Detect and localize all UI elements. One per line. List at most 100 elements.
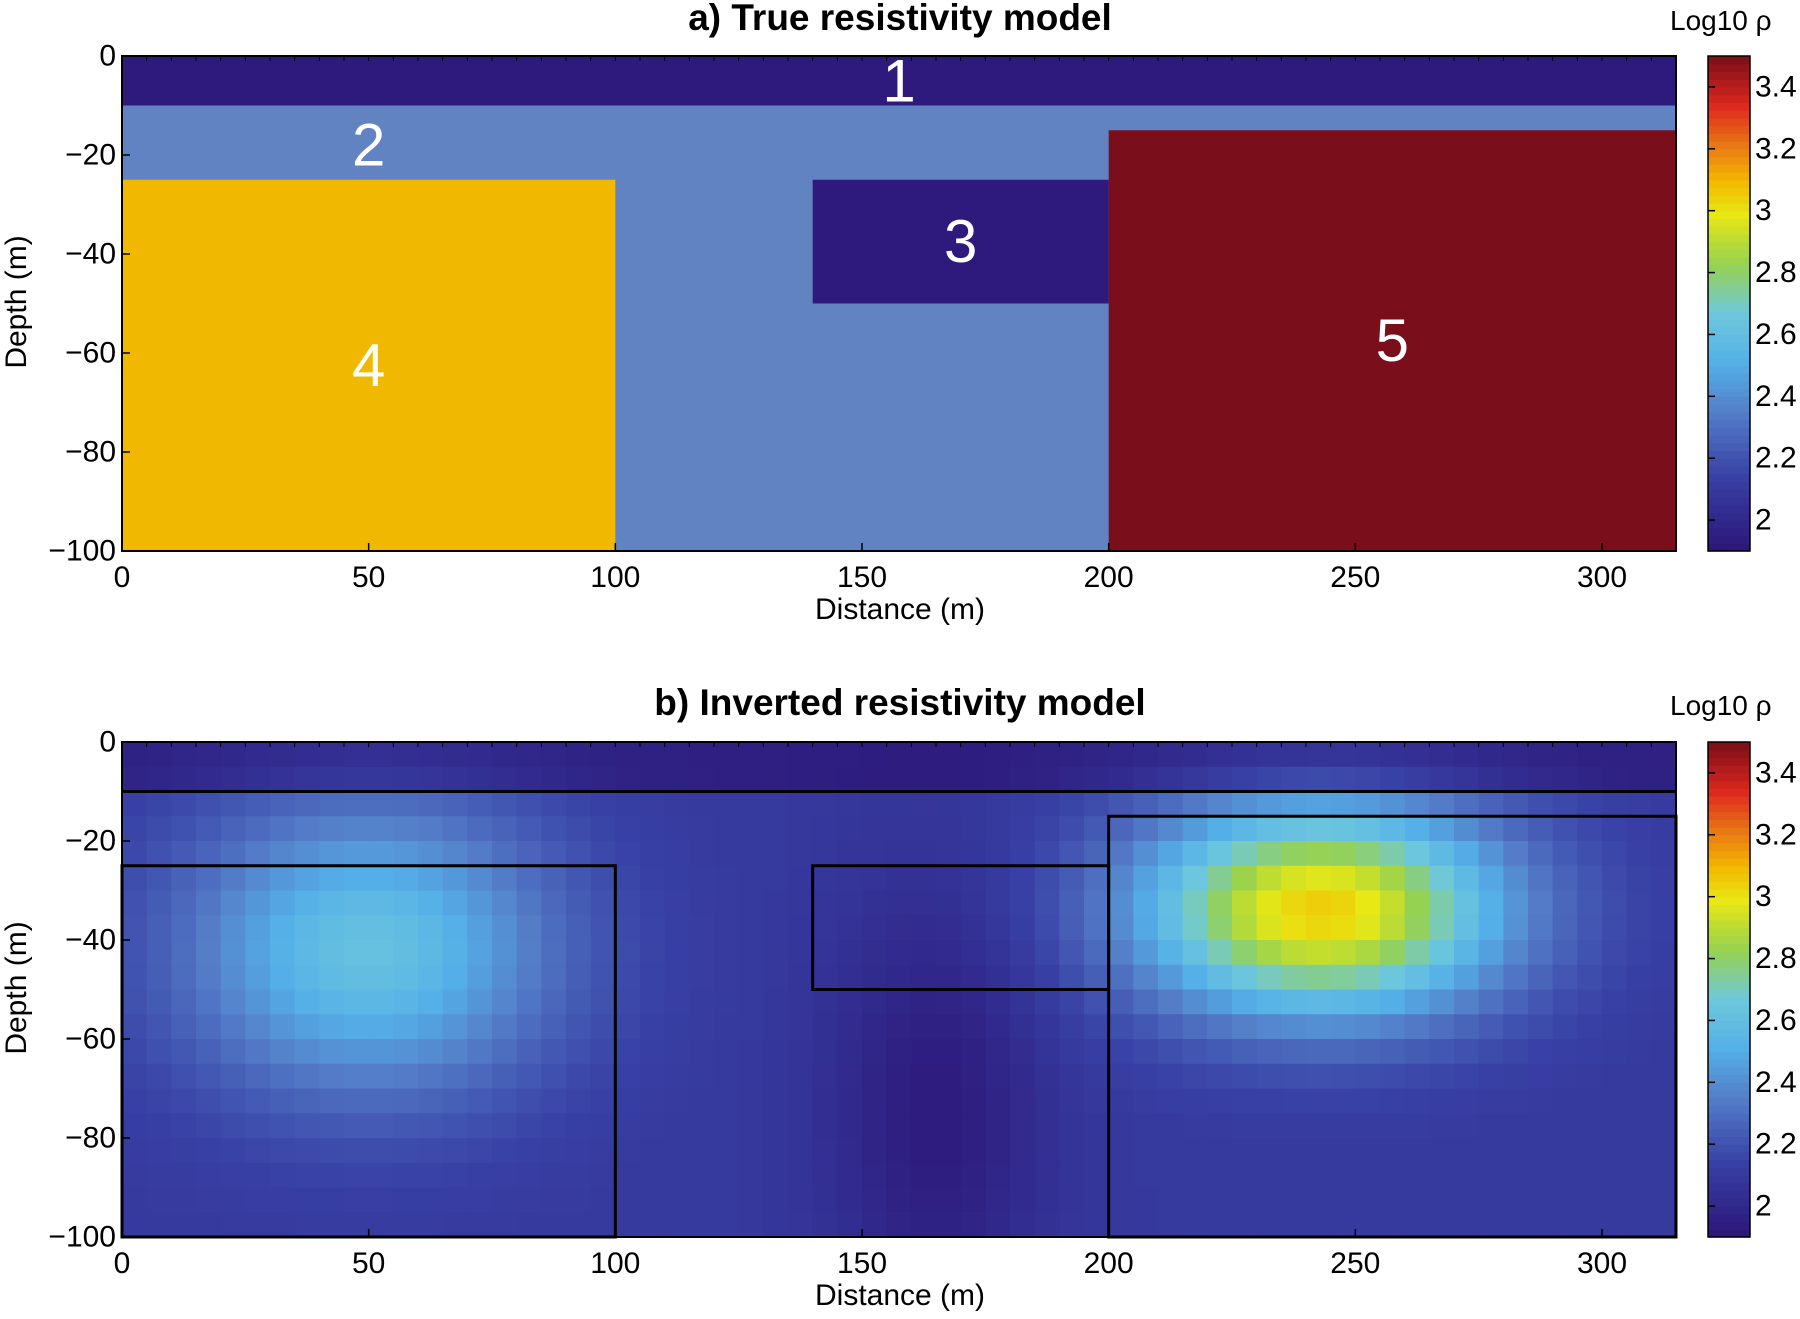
cell [418,1063,444,1090]
cell [442,1187,468,1213]
cell [960,1014,986,1040]
cell [1380,964,1406,991]
cell [1478,915,1504,941]
cell [122,1187,148,1213]
cell [146,1063,172,1090]
cell [319,940,345,966]
region-label-2: 2 [352,112,385,179]
cell [1256,742,1282,768]
cell [886,791,912,817]
cell [245,841,271,867]
cell [960,940,986,966]
cell [738,791,764,817]
cell [467,940,493,966]
cell [368,1039,394,1065]
colorbar-tick-label: 3.4 [1755,756,1797,789]
cell [1330,791,1356,817]
cell [812,1039,838,1065]
cell [1429,766,1455,793]
cell [171,940,197,966]
cell [1478,791,1504,817]
cell [492,865,518,892]
cell [788,989,814,1015]
cell [1330,1063,1356,1090]
cell [1133,1187,1159,1213]
cell [146,1088,172,1114]
cell [936,816,962,842]
cell [467,841,493,867]
region-1 [122,56,1676,106]
cell [1454,816,1480,842]
cell [368,766,394,793]
cell [220,1113,246,1139]
cell [196,1113,222,1139]
cell [1651,1014,1677,1040]
colorbar-segment [1708,318,1750,328]
cell [664,1113,690,1139]
colorbar-segment [1708,1175,1750,1184]
cell [1454,841,1480,867]
cell [122,841,148,867]
colorbar-segment [1708,512,1750,521]
cell [467,964,493,991]
cell [171,1014,197,1040]
cell [1059,1212,1085,1238]
cell [911,964,937,991]
cell [689,940,715,966]
colorbar-segment [1708,1190,1750,1199]
cell [911,989,937,1015]
cell [146,766,172,793]
cell [171,1088,197,1114]
cell [640,742,666,768]
cell [516,964,542,991]
colorbar-segment [1708,1097,1750,1107]
colorbar-tick-label: 3 [1755,194,1772,227]
cell [516,1014,542,1040]
colorbar-segment [1708,527,1750,537]
cell [516,915,542,941]
cell [1182,1212,1208,1238]
cell [566,915,592,941]
colorbar-segment [1708,411,1750,421]
cell [146,1187,172,1213]
cell [738,865,764,892]
cell [442,816,468,842]
cell [1602,816,1628,842]
cell [936,890,962,916]
cell [220,940,246,966]
cell [1454,890,1480,916]
cell [1577,816,1603,842]
cell [1602,766,1628,793]
cell [442,1014,468,1040]
cell [1355,1063,1381,1090]
cell [911,915,937,941]
cell [1306,1162,1332,1189]
cell [1503,1014,1529,1040]
cell [1281,915,1307,941]
cell [368,890,394,916]
cell [1602,1063,1628,1090]
cell [319,890,345,916]
colorbar-segment [1708,179,1750,189]
region-label-4: 4 [352,332,385,399]
cell [442,1063,468,1090]
cell [1503,791,1529,817]
cell [615,890,641,916]
cell [1429,865,1455,892]
colorbar-tick-label: 2.4 [1755,380,1797,413]
cell [1429,742,1455,768]
cell [1626,841,1652,867]
cell [911,1162,937,1189]
cell [492,1187,518,1213]
cell [788,742,814,768]
cell [1577,890,1603,916]
colorbar-segment [1708,1082,1750,1091]
cell [664,1162,690,1189]
cell [196,964,222,991]
colorbar-segment [1708,935,1750,944]
cell [1478,841,1504,867]
cell [1330,742,1356,768]
cell [368,791,394,817]
cell [1158,1088,1184,1114]
cell [1084,742,1110,768]
